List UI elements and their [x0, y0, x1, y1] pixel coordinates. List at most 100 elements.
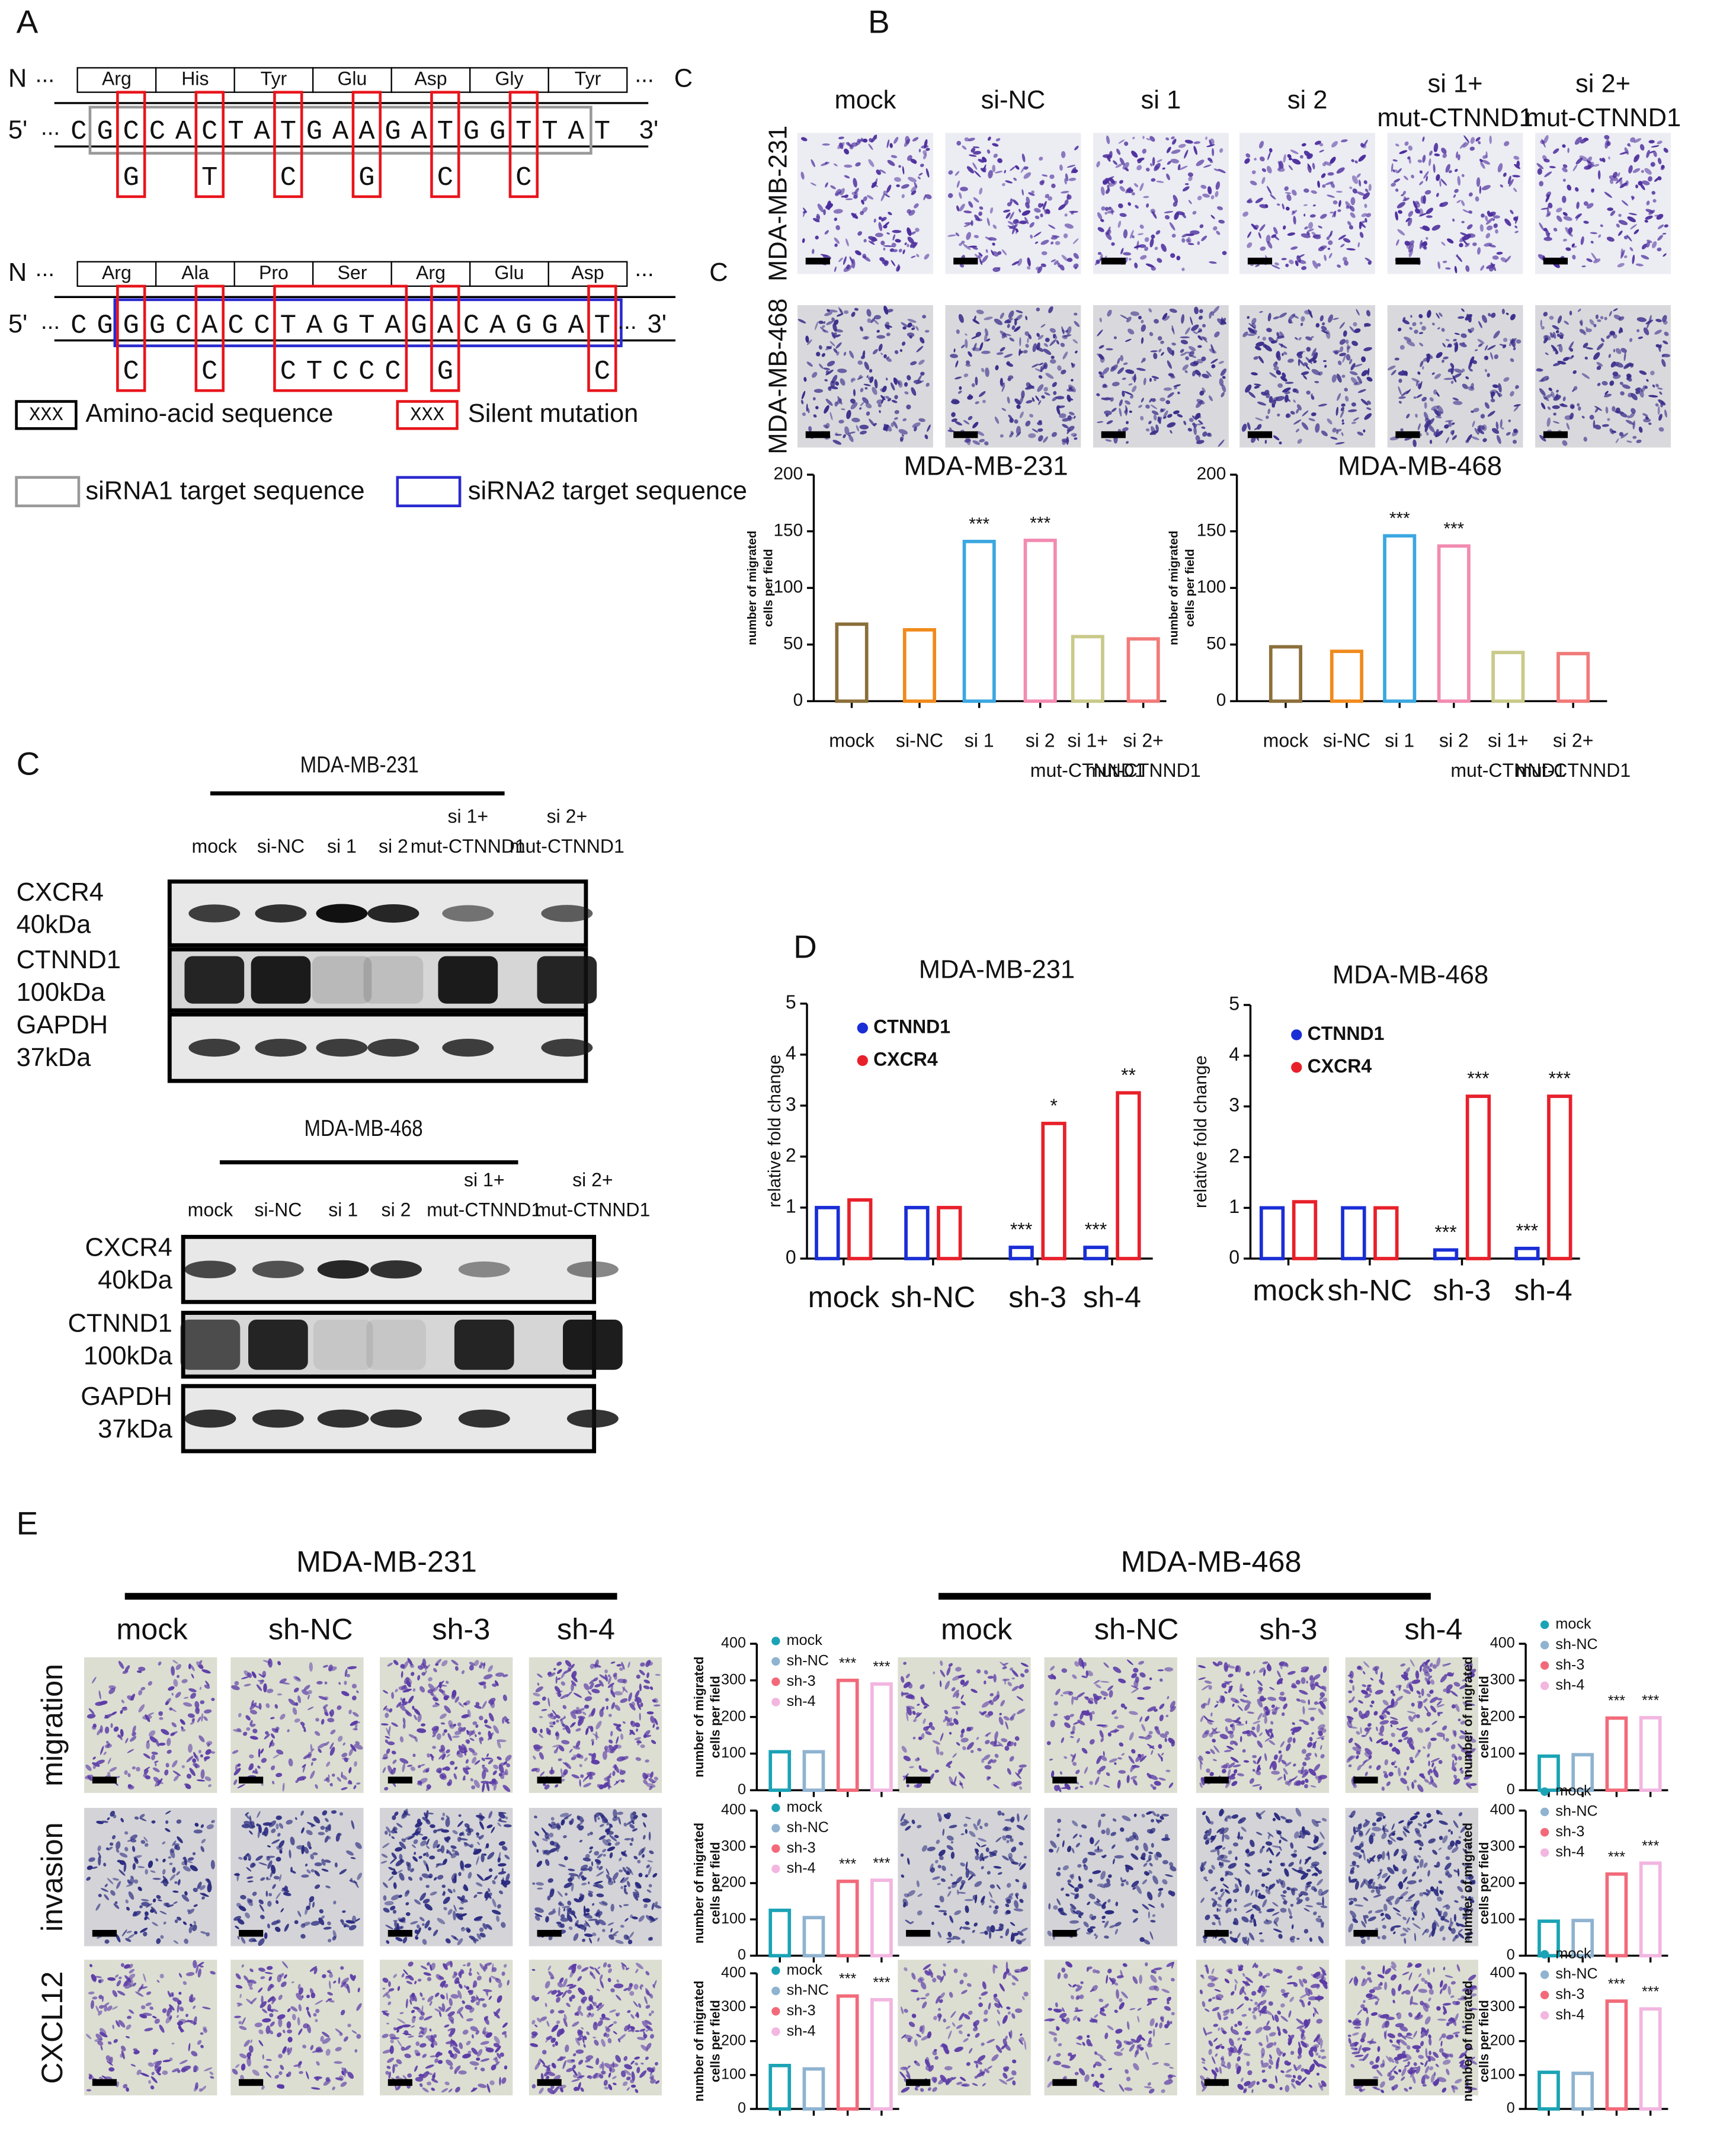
- amino-acid-box: [76, 67, 157, 93]
- mutation: G: [123, 162, 149, 193]
- cell: [886, 139, 890, 148]
- n-terminus: N: [8, 258, 27, 287]
- cell: [1048, 224, 1056, 229]
- c-terminus: C: [674, 65, 693, 93]
- scale-bar: [387, 1776, 412, 1784]
- cell: [911, 190, 917, 196]
- cell: [913, 161, 917, 164]
- cell: [902, 166, 905, 175]
- amino-acid: Asp: [571, 262, 604, 283]
- mutation: G: [358, 162, 385, 193]
- cell: [540, 1728, 543, 1733]
- cell: [1069, 210, 1078, 213]
- cell: [901, 194, 905, 199]
- cell: [841, 195, 847, 198]
- protein-label: CXCR4: [85, 1233, 172, 1262]
- band: [367, 1038, 419, 1057]
- micrograph: [84, 1807, 217, 1947]
- nucleotides: T: [515, 116, 542, 147]
- cell: [997, 158, 1002, 164]
- cell: [912, 242, 918, 249]
- cell: [883, 247, 886, 251]
- sirna2-box: [113, 298, 623, 347]
- cell: [1045, 209, 1050, 215]
- mutation-box: [508, 91, 539, 199]
- column-label: sh-NC: [268, 1612, 353, 1646]
- cell: [966, 166, 974, 174]
- cell: [1126, 188, 1133, 193]
- ellipsis: ...: [41, 309, 60, 334]
- cell: [834, 237, 840, 244]
- cell: [973, 170, 981, 178]
- scale-bar: [1543, 257, 1568, 265]
- cell: [1041, 203, 1044, 207]
- cell: [1128, 202, 1131, 206]
- cell: [860, 211, 864, 215]
- panel-label: A: [17, 4, 39, 40]
- cell: [1041, 180, 1045, 184]
- column-label: sh-3: [432, 1612, 490, 1646]
- nucleotides: TAGTA: [280, 310, 411, 341]
- cell: [837, 142, 845, 149]
- cell: [1033, 232, 1042, 238]
- protein-label: 100kDa: [17, 978, 106, 1007]
- cell: [973, 197, 979, 203]
- band: [317, 1260, 369, 1279]
- cell: [1034, 208, 1041, 213]
- nucleotides: GA: [306, 116, 358, 147]
- cell: [810, 183, 816, 186]
- cell: [986, 149, 991, 154]
- cell: [1061, 255, 1068, 261]
- cell: [833, 209, 843, 214]
- cell: [925, 168, 930, 178]
- cell: [911, 185, 917, 193]
- row-label: MDA-MB-231: [764, 126, 793, 281]
- cell: [1035, 266, 1040, 270]
- mutation: C: [280, 162, 306, 193]
- cell: [896, 184, 900, 187]
- cell: [1031, 190, 1035, 194]
- cell: [966, 232, 971, 240]
- lane-label: si 2: [382, 1199, 411, 1220]
- cell: [1001, 249, 1007, 255]
- mutation-box: [194, 284, 225, 392]
- cell: [1016, 228, 1018, 234]
- cell: [902, 249, 905, 254]
- cell: [1118, 139, 1125, 144]
- cell: [821, 162, 830, 167]
- column-label: mut-CTNND1: [1377, 104, 1533, 132]
- cell: [830, 185, 836, 190]
- cell: [1131, 192, 1135, 196]
- cell: [961, 241, 965, 244]
- cell: [901, 184, 909, 189]
- cell: [1021, 153, 1026, 162]
- micrograph: [380, 1657, 513, 1793]
- column-label: si 1: [1141, 86, 1181, 114]
- cell: [1074, 267, 1078, 270]
- scale-bar: [92, 1776, 117, 1784]
- cell: [815, 235, 819, 240]
- band: [252, 1409, 304, 1428]
- amino-acid: Arg: [416, 262, 446, 283]
- band: [454, 1320, 514, 1370]
- cell: [911, 255, 916, 258]
- cell: [972, 146, 980, 149]
- protein-label: 37kDa: [98, 1415, 172, 1443]
- scale-bar: [1395, 257, 1420, 265]
- cell: [891, 155, 898, 158]
- cell: [1002, 209, 1011, 213]
- cell: [993, 153, 998, 158]
- cell: [878, 216, 882, 220]
- band: [313, 1320, 373, 1370]
- cell: [1028, 192, 1035, 196]
- cell: [1096, 161, 1100, 168]
- cell: [925, 194, 932, 200]
- cell: [861, 207, 868, 213]
- cell: [959, 192, 962, 199]
- amino-acid-box: [469, 261, 549, 287]
- cell: [1023, 172, 1032, 179]
- amino-acid: His: [181, 68, 209, 89]
- micrograph: [1093, 133, 1229, 274]
- band: [366, 1320, 426, 1370]
- band: [563, 1320, 623, 1370]
